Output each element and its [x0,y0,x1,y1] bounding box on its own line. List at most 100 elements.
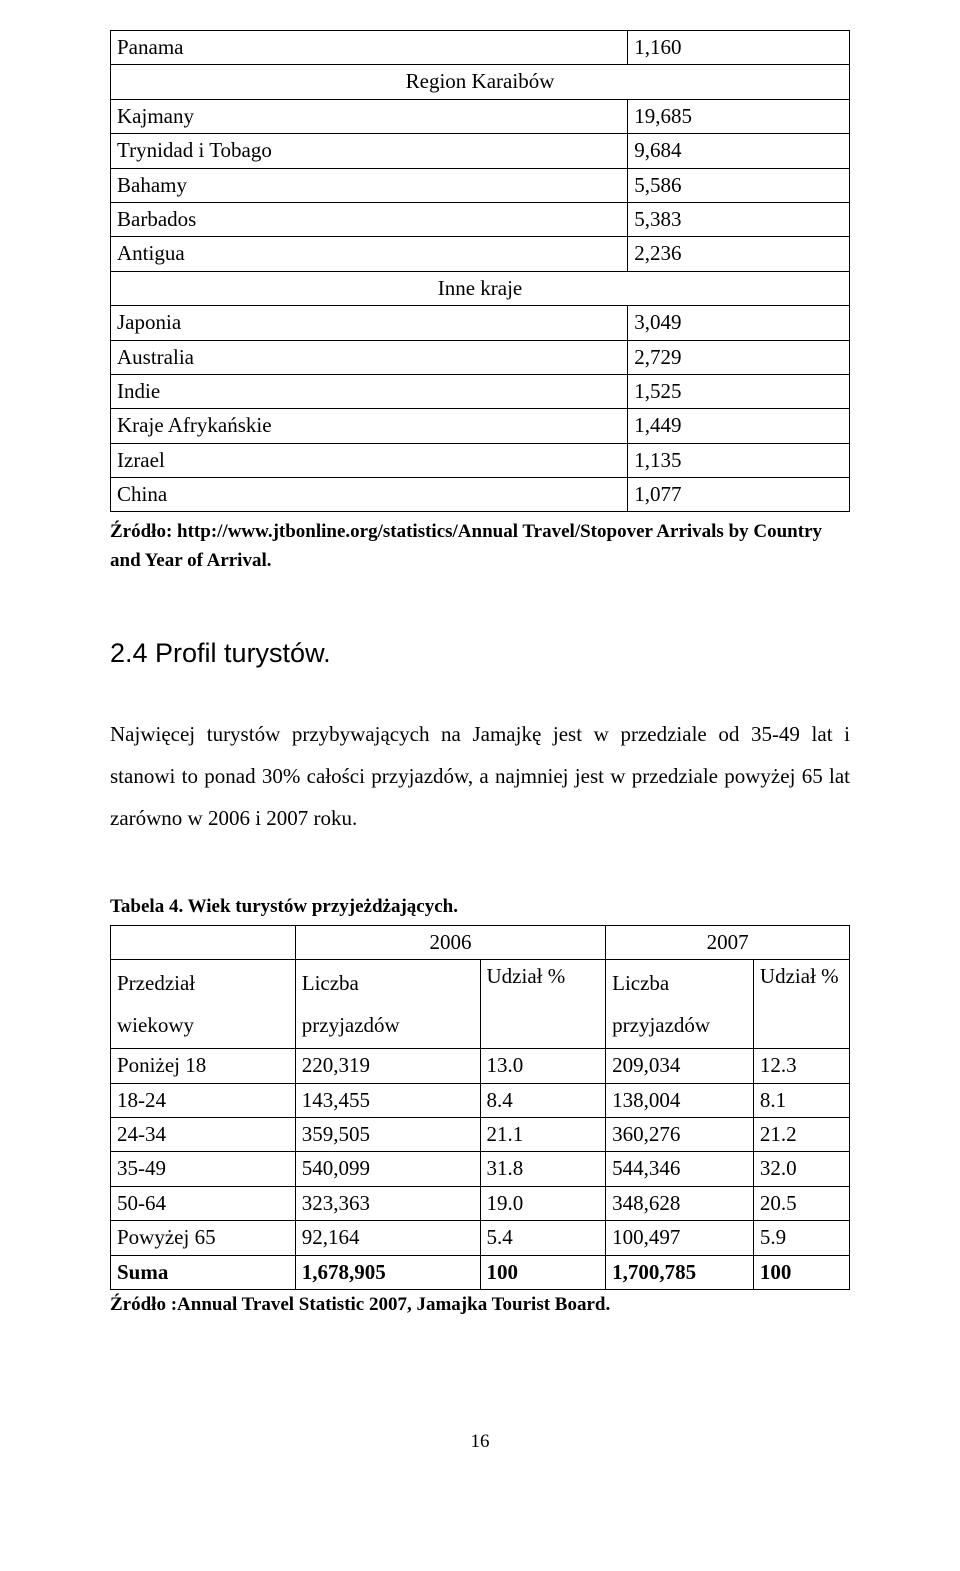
data-cell: 100,497 [606,1221,754,1255]
data-cell: 92,164 [295,1221,480,1255]
country-label: Antigua [111,237,628,271]
page: Panama1,160Region KaraibówKajmany19,685T… [0,0,960,1495]
country-value: 1,525 [628,374,850,408]
data-cell: 5.4 [480,1221,606,1255]
data-cell: 24-34 [111,1118,296,1152]
year-header: 2006 [295,925,605,959]
data-cell: Powyżej 65 [111,1221,296,1255]
table-row: Trynidad i Tobago9,684 [111,134,850,168]
region-header: Inne kraje [111,271,850,305]
data-cell: 35-49 [111,1152,296,1186]
data-cell: 32.0 [753,1152,849,1186]
data-cell: 12.3 [753,1049,849,1083]
table-row: Region Karaibów [111,65,850,99]
table-row: Poniżej 18220,31913.0209,03412.3 [111,1049,850,1083]
table-row: China1,077 [111,478,850,512]
table-row: Panama1,160 [111,31,850,65]
data-cell: 8.4 [480,1083,606,1117]
table-row: 35-49540,09931.8544,34632.0 [111,1152,850,1186]
country-value: 5,383 [628,202,850,236]
country-value: 1,160 [628,31,850,65]
country-value: 1,077 [628,478,850,512]
sum-cell: Suma [111,1255,296,1289]
blank-cell [111,925,296,959]
data-cell: 20.5 [753,1186,849,1220]
source-table2: Źródło :Annual Travel Statistic 2007, Ja… [110,1292,850,1319]
country-value: 2,236 [628,237,850,271]
sum-cell: 1,678,905 [295,1255,480,1289]
table-row: Powyżej 6592,1645.4100,4975.9 [111,1221,850,1255]
sum-cell: 1,700,785 [606,1255,754,1289]
country-label: Izrael [111,443,628,477]
data-cell: 359,505 [295,1118,480,1152]
data-cell: 21.2 [753,1118,849,1152]
column-header: Udział % [480,960,606,1049]
data-cell: 19.0 [480,1186,606,1220]
table-row: Antigua2,236 [111,237,850,271]
country-label: Kajmany [111,99,628,133]
table-row: Bahamy5,586 [111,168,850,202]
sum-cell: 100 [753,1255,849,1289]
table-row: Australia2,729 [111,340,850,374]
page-number: 16 [110,1429,850,1456]
data-cell: 8.1 [753,1083,849,1117]
table-age-distribution: 20062007PrzedziałwiekowyLiczbaprzyjazdów… [110,925,850,1290]
country-label: Indie [111,374,628,408]
country-value: 9,684 [628,134,850,168]
data-cell: 13.0 [480,1049,606,1083]
region-header: Region Karaibów [111,65,850,99]
table-row: 18-24143,4558.4138,0048.1 [111,1083,850,1117]
data-cell: 544,346 [606,1152,754,1186]
column-header: Przedziałwiekowy [111,960,296,1049]
table-row: Indie1,525 [111,374,850,408]
table-row: Izrael1,135 [111,443,850,477]
country-label: Kraje Afrykańskie [111,409,628,443]
country-label: Panama [111,31,628,65]
data-cell: 540,099 [295,1152,480,1186]
table-row: 24-34359,50521.1360,27621.2 [111,1118,850,1152]
data-cell: 360,276 [606,1118,754,1152]
source-table1: Źródło: http://www.jtbonline.org/statist… [110,518,850,575]
country-label: Trynidad i Tobago [111,134,628,168]
data-cell: 323,363 [295,1186,480,1220]
data-cell: 21.1 [480,1118,606,1152]
data-cell: 31.8 [480,1152,606,1186]
table-row: Kajmany19,685 [111,99,850,133]
country-value: 3,049 [628,306,850,340]
country-value: 2,729 [628,340,850,374]
data-cell: 220,319 [295,1049,480,1083]
country-value: 1,135 [628,443,850,477]
table-row: Barbados5,383 [111,202,850,236]
table-row: 50-64323,36319.0348,62820.5 [111,1186,850,1220]
data-cell: 138,004 [606,1083,754,1117]
country-value: 19,685 [628,99,850,133]
column-header-row: PrzedziałwiekowyLiczbaprzyjazdówUdział %… [111,960,850,1049]
year-header: 2007 [606,925,850,959]
sum-cell: 100 [480,1255,606,1289]
country-value: 1,449 [628,409,850,443]
data-cell: 209,034 [606,1049,754,1083]
body-paragraph: Najwięcej turystów przybywających na Jam… [110,713,850,839]
country-label: China [111,478,628,512]
country-label: Bahamy [111,168,628,202]
column-header: Liczbaprzyjazdów [295,960,480,1049]
data-cell: 50-64 [111,1186,296,1220]
section-heading: 2.4 Profil turystów. [110,635,850,673]
table-row: Inne kraje [111,271,850,305]
table-row: Kraje Afrykańskie1,449 [111,409,850,443]
sum-row: Suma1,678,9051001,700,785100 [111,1255,850,1289]
table-countries: Panama1,160Region KaraibówKajmany19,685T… [110,30,850,512]
table-row: Japonia3,049 [111,306,850,340]
data-cell: Poniżej 18 [111,1049,296,1083]
country-value: 5,586 [628,168,850,202]
data-cell: 143,455 [295,1083,480,1117]
table2-caption: Tabela 4. Wiek turystów przyjeżdżających… [110,894,850,921]
data-cell: 18-24 [111,1083,296,1117]
data-cell: 5.9 [753,1221,849,1255]
country-label: Barbados [111,202,628,236]
data-cell: 348,628 [606,1186,754,1220]
country-label: Japonia [111,306,628,340]
column-header: Liczbaprzyjazdów [606,960,754,1049]
year-header-row: 20062007 [111,925,850,959]
country-label: Australia [111,340,628,374]
